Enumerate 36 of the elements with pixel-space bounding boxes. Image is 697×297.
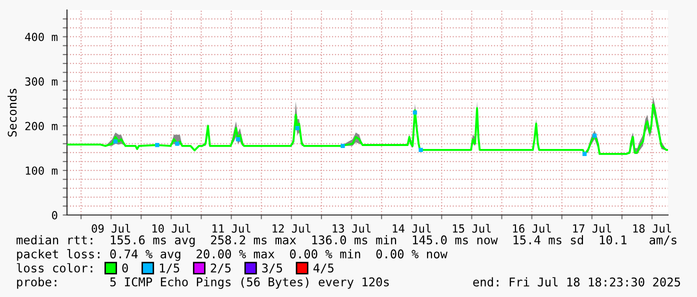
text: packet loss: 0.74 % avg 20.00 % max 0.00 % min 0.00 % now — [17, 249, 448, 261]
point — [412, 110, 418, 115]
legend-label: 1/5 — [160, 264, 180, 274]
point — [175, 142, 180, 146]
x-tick-label: 17 Jul — [573, 224, 611, 233]
text: end: Fri Jul 18 18:23:30 2025 — [473, 277, 680, 286]
point — [592, 134, 597, 138]
x-tick-label: 18 Jul — [633, 224, 672, 233]
point — [418, 148, 423, 152]
point — [582, 152, 587, 156]
x-tick-label: 11 Jul — [212, 224, 250, 233]
x-tick-label: 15 Jul — [452, 224, 491, 233]
x-tick-label: 13 Jul — [332, 224, 371, 233]
legend-label: 4/5 — [313, 264, 334, 274]
y-tick-label: 0 — [52, 211, 58, 220]
text: median rtt: 155.6 ms avg 258.2 ms max 136.0 ms min 145.0 ms now 15.4 ms sd 10.1 am/s — [16, 235, 676, 247]
point — [113, 139, 118, 144]
y-tick-label: 300 m — [25, 77, 58, 86]
x-tick-label: 14 Jul — [392, 224, 431, 233]
x-tick-label: 16 Jul — [513, 224, 551, 233]
point — [340, 144, 345, 148]
x-tick-label: 12 Jul — [272, 224, 310, 233]
legend-label: 2/5 — [210, 263, 231, 274]
x-tick-label: 09 Jul — [92, 224, 130, 233]
x-tick-label: 10 Jul — [152, 224, 190, 233]
text: probe: 5 ICMP Echo Pings (56 Bytes) every 120s — [17, 277, 389, 289]
point — [236, 137, 240, 142]
y-axis-title: Seconds — [8, 88, 17, 137]
legend-title: loss color: — [16, 263, 92, 272]
legend-label: 0 — [122, 263, 128, 272]
y-tick-label: 400 m — [25, 32, 58, 42]
y-tick-label: 100 m — [26, 166, 58, 175]
y-tick-label: 200 m — [25, 122, 58, 130]
legend-label: 3/5 — [262, 263, 282, 274]
point — [295, 126, 300, 130]
point — [155, 142, 160, 148]
